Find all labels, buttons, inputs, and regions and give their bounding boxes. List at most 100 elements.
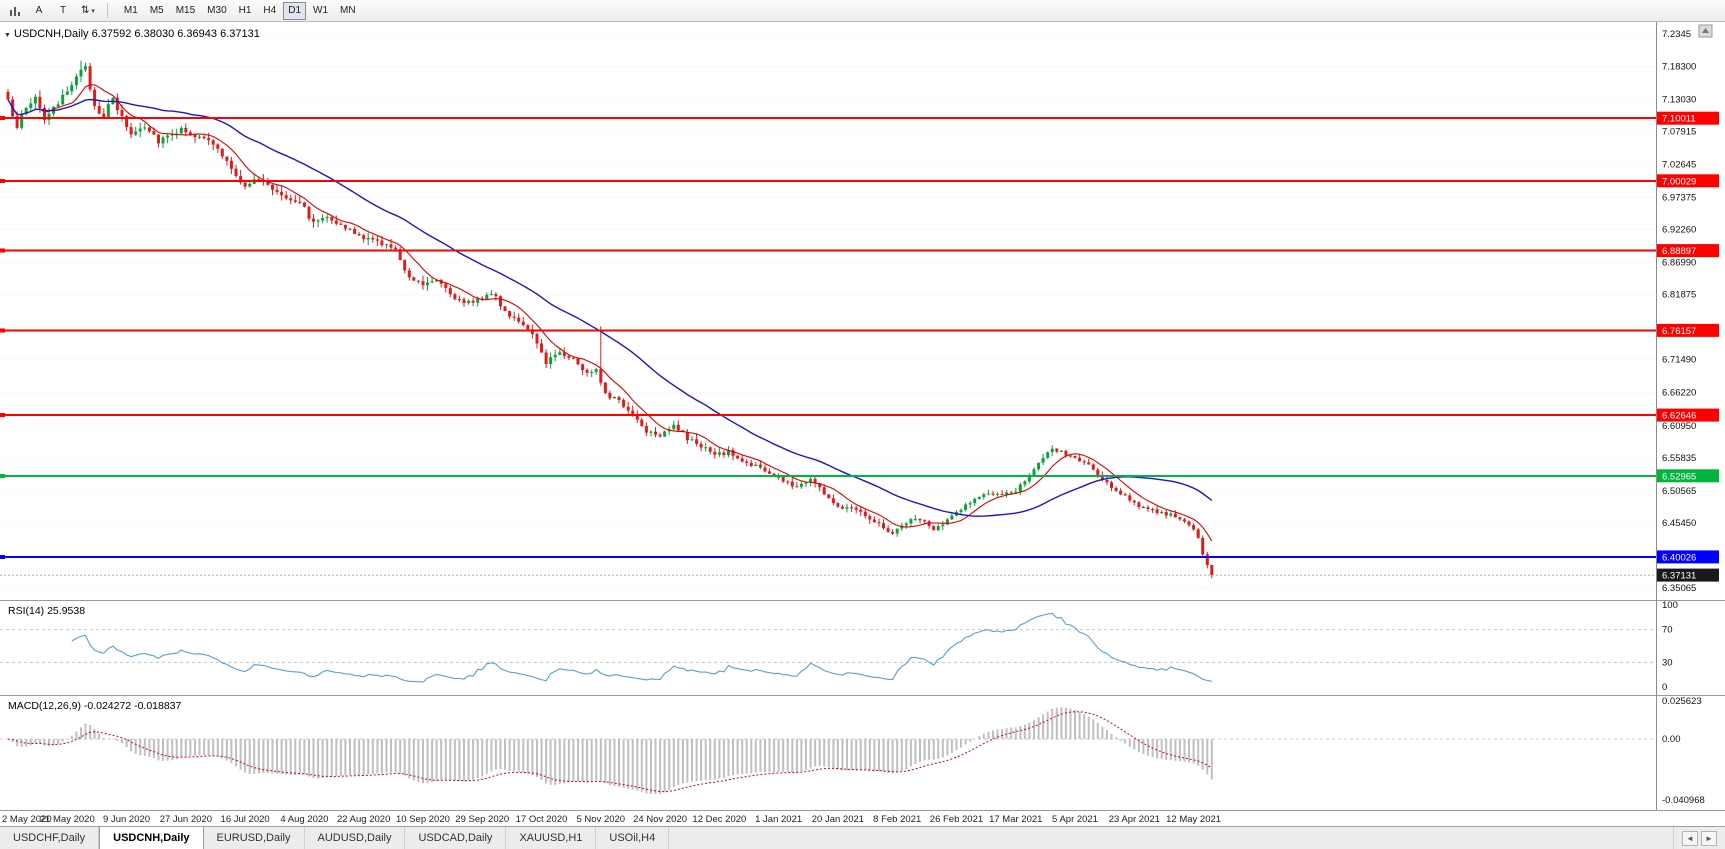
axis-price-badges: 7.10011 7.00029 6.88897 6.76157 6.62646 6.529… <box>1657 111 1719 582</box>
timeframe-button-w1[interactable]: W1 <box>308 2 333 20</box>
rsi-pane <box>0 612 1656 683</box>
svg-text:7.02645: 7.02645 <box>1662 159 1696 170</box>
timeframe-button-m5[interactable]: M5 <box>145 2 169 20</box>
svg-text:6.62646: 6.62646 <box>1662 411 1696 422</box>
svg-text:6.52965: 6.52965 <box>1662 471 1696 482</box>
svg-text:17 Mar 2021: 17 Mar 2021 <box>989 814 1042 825</box>
svg-text:7.07915: 7.07915 <box>1662 126 1696 137</box>
svg-text:6.86990: 6.86990 <box>1662 258 1696 269</box>
rsi-header: RSI(14) 25.9538 <box>8 605 85 617</box>
svg-text:6.55835: 6.55835 <box>1662 453 1696 464</box>
chart-tab-usdchf[interactable]: USDCHF,Daily <box>0 827 100 849</box>
svg-text:6.71490: 6.71490 <box>1662 355 1696 366</box>
top-toolbar: A T ⇅ ▾ M1 M5 M15 M30 H1 H4 D1 W1 MN <box>0 0 1725 22</box>
svg-text:0.00: 0.00 <box>1662 734 1681 745</box>
svg-text:23 Apr 2021: 23 Apr 2021 <box>1109 814 1160 825</box>
svg-text:17 Oct 2020: 17 Oct 2020 <box>516 814 568 825</box>
ma-slow-line <box>7 98 1213 517</box>
svg-text:4 Aug 2020: 4 Aug 2020 <box>280 814 328 825</box>
svg-text:6.97375: 6.97375 <box>1662 192 1696 203</box>
price-chart-canvas[interactable]: 7.2345 7.18300 7.13030 7.07915 7.02645 6.9737… <box>0 22 1725 826</box>
scroll-up-icon <box>1702 28 1709 33</box>
chart-tab-xauusd[interactable]: XAUUSD,H1 <box>506 827 597 849</box>
svg-text:-0.040968: -0.040968 <box>1662 795 1705 806</box>
ma-fast-line <box>7 84 1213 542</box>
timeframe-button-d1[interactable]: D1 <box>283 1 307 20</box>
timeframe-button-h4[interactable]: H4 <box>258 2 281 20</box>
svg-text:12 May 2021: 12 May 2021 <box>1166 814 1221 825</box>
svg-text:0.025623: 0.025623 <box>1662 696 1702 707</box>
tab-scroll-controls: ◄ ► <box>1673 827 1725 849</box>
moving-averages <box>7 84 1213 542</box>
svg-text:6.92260: 6.92260 <box>1662 224 1696 235</box>
tab-scroll-left-button[interactable]: ◄ <box>1682 830 1698 846</box>
rsi-line <box>71 612 1212 683</box>
svg-text:7.00029: 7.00029 <box>1662 176 1696 187</box>
chart-tab-usdcad[interactable]: USDCAD,Daily <box>405 827 507 849</box>
chart-tab-bar: USDCHF,Daily USDCNH,Daily EURUSD,Daily AUDU… <box>0 826 1725 849</box>
current-price-badge <box>1657 568 1719 582</box>
svg-text:7.18300: 7.18300 <box>1662 61 1696 72</box>
svg-text:6.37131: 6.37131 <box>1662 571 1696 582</box>
svg-text:22 Aug 2020: 22 Aug 2020 <box>337 814 390 825</box>
svg-text:6.40026: 6.40026 <box>1662 552 1696 563</box>
text-tool-label: T <box>59 5 67 16</box>
updown-arrows-icon: ⇅ <box>81 5 90 16</box>
chevron-down-icon: ▾ <box>91 7 95 15</box>
cursor-tool-button[interactable]: A <box>28 2 50 20</box>
tab-scroll-right-button[interactable]: ► <box>1701 830 1717 846</box>
svg-text:6.81875: 6.81875 <box>1662 290 1696 301</box>
chart-tab-usoil[interactable]: USOil,H4 <box>596 827 670 849</box>
chart-tab-usdcnh[interactable]: USDCNH,Daily <box>99 827 204 849</box>
svg-text:16 Jul 2020: 16 Jul 2020 <box>221 814 270 825</box>
svg-text:27 Jun 2020: 27 Jun 2020 <box>160 814 212 825</box>
toolbar-separator <box>106 3 108 18</box>
svg-text:29 Sep 2020: 29 Sep 2020 <box>455 814 509 825</box>
bar-chart-glyph <box>10 6 20 16</box>
svg-text:9 Jun 2020: 9 Jun 2020 <box>103 814 150 825</box>
timeframe-button-h1[interactable]: H1 <box>234 2 257 20</box>
horizontal-level-lines[interactable] <box>0 116 1656 559</box>
pane-separators[interactable] <box>0 22 1725 811</box>
drawing-tools-button[interactable]: ⇅ ▾ <box>76 2 100 20</box>
timeframe-button-m30[interactable]: M30 <box>202 2 231 20</box>
svg-text:6.45450: 6.45450 <box>1662 518 1696 529</box>
chart-tab-eurusd[interactable]: EURUSD,Daily <box>203 827 305 849</box>
candles <box>6 60 1214 579</box>
macd-signal-line <box>7 711 1213 793</box>
svg-text:5 Nov 2020: 5 Nov 2020 <box>577 814 626 825</box>
svg-text:6.35065: 6.35065 <box>1662 583 1696 594</box>
svg-text:12 Dec 2020: 12 Dec 2020 <box>692 814 746 825</box>
timeframe-button-m1[interactable]: M1 <box>119 2 143 20</box>
svg-text:5 Apr 2021: 5 Apr 2021 <box>1052 814 1098 825</box>
bar-chart-icon[interactable] <box>4 2 26 20</box>
chart-tabs: USDCHF,Daily USDCNH,Daily EURUSD,Daily AUDU… <box>0 827 670 849</box>
svg-text:10 Sep 2020: 10 Sep 2020 <box>396 814 450 825</box>
svg-text:6.88897: 6.88897 <box>1662 246 1696 257</box>
svg-text:2 May 2020: 2 May 2020 <box>2 814 52 825</box>
chart-tab-audusd[interactable]: AUDUSD,Daily <box>304 827 406 849</box>
svg-text:8 Feb 2021: 8 Feb 2021 <box>873 814 921 825</box>
svg-text:24 Nov 2020: 24 Nov 2020 <box>633 814 687 825</box>
timeframe-button-m15[interactable]: M15 <box>171 2 200 20</box>
timeframe-button-mn[interactable]: MN <box>335 2 361 20</box>
price-gridlines <box>0 33 1656 589</box>
svg-text:20 Jan 2021: 20 Jan 2021 <box>812 814 864 825</box>
svg-text:1 Jan 2021: 1 Jan 2021 <box>755 814 802 825</box>
svg-text:7.2345: 7.2345 <box>1662 29 1691 40</box>
macd-histogram <box>11 707 1213 795</box>
svg-text:7.13030: 7.13030 <box>1662 94 1696 105</box>
chart-area: 7.2345 7.18300 7.13030 7.07915 7.02645 6.9737… <box>0 22 1725 826</box>
svg-text:7.10011: 7.10011 <box>1662 114 1696 125</box>
timeframe-buttons: M1 M5 M15 M30 H1 H4 D1 W1 MN <box>119 1 361 20</box>
pane-headers: ▼ USDCNH,Daily 6.37592 6.38030 6.36943 6.… <box>4 28 260 712</box>
svg-text:6.50565: 6.50565 <box>1662 486 1696 497</box>
symbol-dropdown-icon[interactable]: ▼ <box>4 32 11 39</box>
svg-text:21 May 2020: 21 May 2020 <box>40 814 95 825</box>
svg-text:6.60950: 6.60950 <box>1662 421 1696 432</box>
chart-scroll-button[interactable] <box>1698 24 1713 38</box>
text-tool-button[interactable]: T <box>52 2 74 20</box>
svg-text:100: 100 <box>1662 600 1678 611</box>
svg-text:6.66220: 6.66220 <box>1662 388 1696 399</box>
